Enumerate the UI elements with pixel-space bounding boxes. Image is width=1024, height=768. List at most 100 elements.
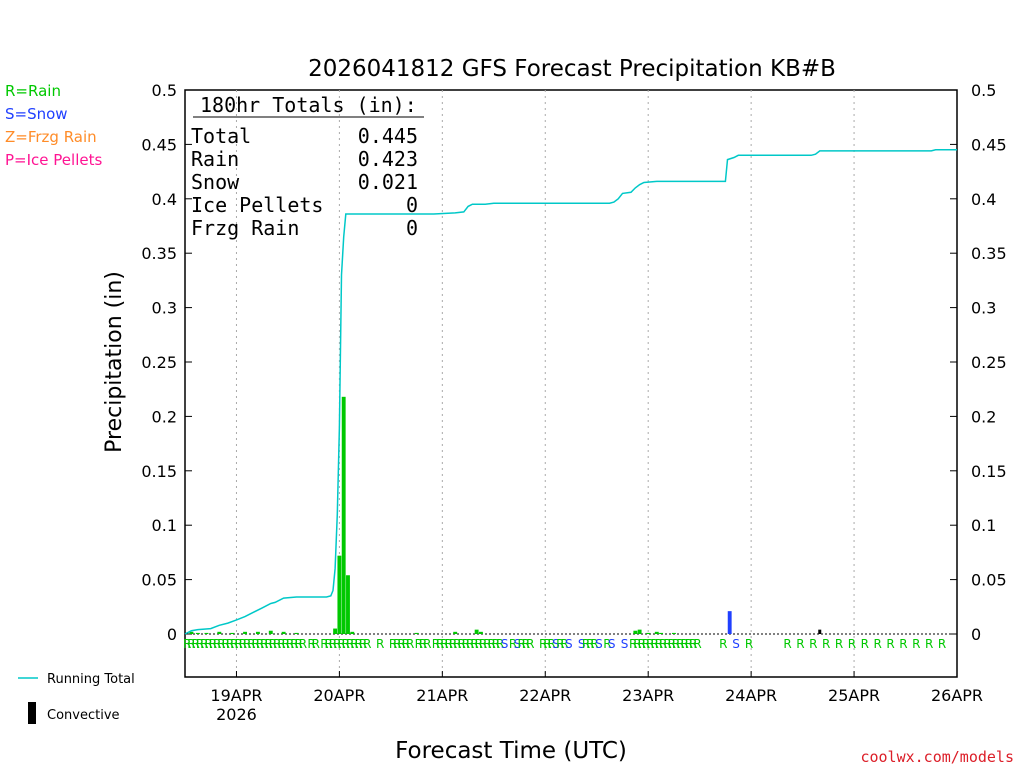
precip-bar-rain (646, 632, 651, 634)
precip-type-code: R (693, 637, 701, 651)
chart-title: 2026041812 GFS Forecast Precipitation KB… (308, 56, 836, 82)
x-tick-sublabel: 2026 (216, 705, 257, 724)
precip-bars (189, 396, 822, 634)
precip-type-code: R (646, 637, 654, 651)
precip-type-legend-entry: S=Snow (5, 105, 68, 123)
precip-type-code: R (685, 637, 693, 651)
precip-type-code: R (294, 637, 302, 651)
precip-type-code: R (273, 637, 281, 651)
precip-type-code: R (479, 637, 487, 651)
precip-bar-rain (217, 631, 222, 634)
precip-type-code: R (590, 637, 598, 651)
precip-type-code: R (282, 637, 290, 651)
precip-type-code: R (449, 637, 457, 651)
precip-bar-rain (230, 632, 235, 634)
precip-type-code: R (325, 637, 333, 651)
precip-bar-rain (243, 631, 247, 634)
precip-type-code: R (389, 637, 397, 651)
precip-type-code: R (650, 637, 658, 651)
totals-row-label: Ice Pellets (191, 193, 323, 217)
precip-type-code: R (290, 637, 298, 651)
precip-type-code: R (560, 637, 568, 651)
precip-bar-rain (189, 631, 194, 634)
y-tick-label: 0.25 (141, 353, 177, 372)
precip-bar-rain (474, 629, 479, 634)
precip-type-code: R (196, 637, 204, 651)
totals-row-value: 0.021 (358, 170, 418, 194)
precip-type-code: S (621, 637, 629, 651)
precip-type-code: R (350, 637, 358, 651)
y-tick-label-right: 0.1 (971, 516, 996, 535)
precip-type-legend-entry: P=Ice Pellets (5, 151, 102, 169)
precip-type-code: R (582, 637, 590, 651)
precip-type-code: R (633, 637, 641, 651)
gridlines (235, 90, 855, 677)
totals-box: 180hr Totals (in): Total 0.445 Rain 0.423 Sn… (191, 93, 424, 240)
precip-type-code: R (204, 637, 212, 651)
precip-type-code: R (496, 637, 504, 651)
precip-bar-rain (341, 396, 346, 634)
precip-type-code: R (342, 637, 350, 651)
precip-type-code: R (226, 637, 234, 651)
precip-type-code: R (938, 637, 946, 651)
x-tick-label: 21APR (416, 686, 468, 705)
precip-type-code: R (252, 637, 260, 651)
precip-bar-rain (281, 631, 286, 634)
precip-type-code: R (539, 637, 547, 651)
precip-bar-rain (414, 632, 419, 634)
precip-bar-rain (633, 630, 638, 634)
plot-frame (184, 89, 958, 678)
precip-bar-rain (346, 575, 350, 634)
y-tick-label: 0.35 (141, 244, 177, 263)
precip-bar-convective (818, 629, 822, 634)
running-total-line (184, 149, 957, 635)
precip-type-code: R (668, 637, 676, 651)
precip-type-code: R (402, 637, 410, 651)
precip-type-code: R (835, 637, 843, 651)
precip-type-code: R (548, 637, 556, 651)
precip-bar-rain (478, 631, 483, 634)
precip-type-code: S (514, 637, 522, 651)
precip-type-code: R (457, 637, 465, 651)
precip-type-code: R (299, 637, 307, 651)
precip-type-code: R (307, 637, 315, 651)
y-tick-label-right: 0.25 (971, 353, 1007, 372)
x-tick-label: 24APR (725, 686, 777, 705)
precip-type-code: R (483, 637, 491, 651)
precip-type-code: R (492, 637, 500, 651)
precip-bar-rain (204, 632, 209, 634)
totals-row-label: Rain (191, 147, 239, 171)
precip-type-code: R (264, 637, 272, 651)
y-tick-label-right: 0.3 (971, 299, 996, 318)
precip-type-code: R (638, 637, 646, 651)
legend-label: Running Total (47, 672, 135, 687)
precip-type-code: R (719, 637, 727, 651)
precip-type-code: S (501, 637, 509, 651)
precip-type-code: R (925, 637, 933, 651)
precip-type-code: R (269, 637, 277, 651)
precip-type-code: R (629, 637, 637, 651)
precip-type-code: R (187, 637, 195, 651)
y-tick-label: 0.05 (141, 571, 177, 590)
precip-type-code: R (526, 637, 534, 651)
y-tick-label: 0.2 (152, 407, 177, 426)
y-tick-label-right: 0 (971, 625, 981, 644)
precip-type-code: R (556, 637, 564, 651)
y-axis-left: 0 0.05 0.1 0.15 0.2 0.25 0.3 0.35 0.4 0.45 0.5 (141, 81, 192, 644)
precip-bar-rain (333, 628, 338, 634)
precip-type-code: R (419, 637, 427, 651)
y-tick-label: 0.3 (152, 299, 177, 318)
precip-type-code: R (912, 637, 920, 651)
precip-type-code: R (260, 637, 268, 651)
y-tick-label-right: 0.5 (971, 81, 996, 100)
y-tick-label: 0.1 (152, 516, 177, 535)
y-tick-label-right: 0.15 (971, 462, 1007, 481)
precip-bar-rain (268, 630, 273, 634)
precip-bar-rain (453, 631, 458, 634)
precip-bar-rain (255, 631, 260, 634)
y-tick-label-right: 0.2 (971, 407, 996, 426)
credit-link[interactable]: coolwx.com/models (860, 748, 1014, 766)
